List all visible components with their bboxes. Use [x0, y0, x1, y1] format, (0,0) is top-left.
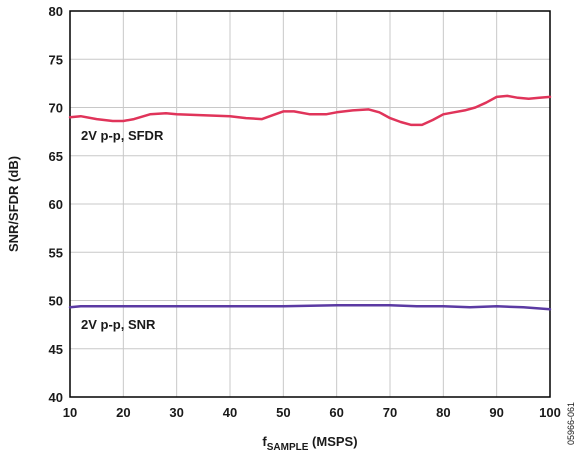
plot-area-border [69, 10, 551, 398]
y-tick-label: 50 [49, 294, 63, 309]
y-tick-label: 80 [49, 4, 63, 19]
x-tick-label: 60 [329, 405, 343, 420]
x-axis-title: fSAMPLE (MSPS) [262, 434, 357, 453]
x-tick-label: 40 [223, 405, 237, 420]
x-axis-title-units: (MSPS) [308, 434, 357, 449]
x-tick-label: 90 [489, 405, 503, 420]
x-tick-label: 80 [436, 405, 450, 420]
figure-id: 05966-061 [566, 402, 576, 445]
series-line-sfdr [68, 94, 552, 127]
y-tick-label: 40 [49, 390, 63, 405]
x-tick-label: 30 [169, 405, 183, 420]
y-tick-label: 45 [49, 342, 63, 357]
series-label-snr: 2V p-p, SNR [81, 317, 156, 332]
series-label-sfdr: 2V p-p, SFDR [81, 128, 164, 143]
y-tick-label: 70 [49, 101, 63, 116]
grid [70, 11, 550, 397]
x-tick-labels: 10 20 30 40 50 60 70 80 90 100 [63, 405, 561, 420]
y-tick-labels: 40 45 50 55 60 65 70 75 80 [49, 4, 63, 405]
series-line-snr [68, 304, 552, 311]
x-axis-title-subscript: SAMPLE [267, 442, 309, 453]
x-tick-label: 70 [383, 405, 397, 420]
y-tick-label: 65 [49, 149, 63, 164]
series-lines [68, 94, 552, 311]
x-tick-label: 100 [539, 405, 561, 420]
y-tick-label: 60 [49, 197, 63, 212]
x-axis-title-main: f [262, 434, 267, 449]
y-tick-label: 55 [49, 245, 63, 260]
y-tick-label: 75 [49, 52, 63, 67]
x-tick-label: 50 [276, 405, 290, 420]
y-axis-title: SNR/SFDR (dB) [6, 156, 21, 252]
x-tick-label: 20 [116, 405, 130, 420]
x-tick-label: 10 [63, 405, 77, 420]
